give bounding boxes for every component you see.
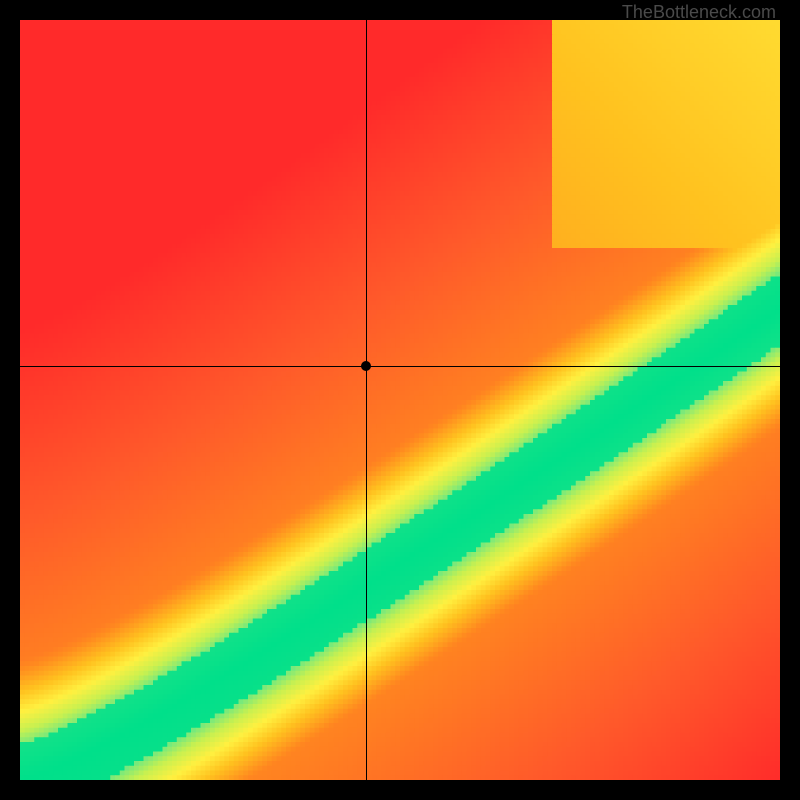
watermark-text: TheBottleneck.com bbox=[622, 2, 776, 23]
crosshair-horizontal bbox=[20, 366, 780, 367]
chart-canvas bbox=[20, 20, 780, 780]
heatmap bbox=[20, 20, 780, 780]
crosshair-point bbox=[361, 361, 371, 371]
crosshair-vertical bbox=[366, 20, 367, 780]
